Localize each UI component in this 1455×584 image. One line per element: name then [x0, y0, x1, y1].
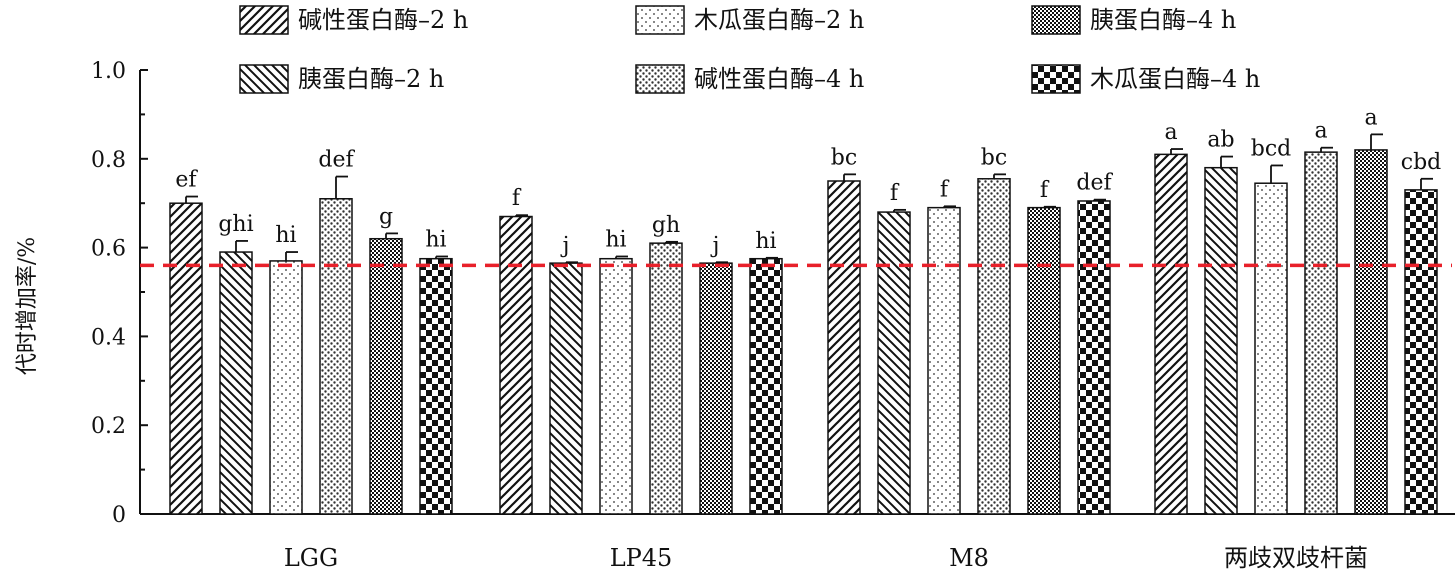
significance-label: f: [940, 177, 950, 202]
bar: [699, 262, 733, 515]
x-category-label: LGG: [284, 544, 338, 572]
bar: [1154, 153, 1188, 515]
bar: [1254, 182, 1288, 515]
bar: [269, 260, 303, 515]
bar: [749, 257, 783, 515]
bar: [1354, 149, 1388, 515]
x-category-label: M8: [949, 544, 989, 572]
bar: [827, 180, 861, 515]
legend-swatch: [1031, 64, 1081, 94]
significance-label: hi: [425, 227, 446, 252]
legend-label: 木瓜蛋白酶–2 h: [694, 6, 864, 34]
significance-label: def: [318, 148, 355, 173]
legend-label: 木瓜蛋白酶–4 h: [1090, 65, 1260, 93]
bar: [549, 262, 583, 515]
bar: [169, 202, 203, 515]
bar: [419, 257, 453, 515]
significance-label: f: [890, 181, 900, 206]
y-tick-label: 0.4: [91, 325, 126, 350]
bar: [877, 211, 911, 515]
y-tick-label: 0: [112, 503, 126, 528]
significance-label: a: [1364, 105, 1377, 130]
bar: [649, 242, 683, 515]
significance-label: cbd: [1401, 150, 1442, 175]
significance-label: hi: [755, 229, 776, 254]
bar: [1304, 151, 1338, 515]
bar: [369, 237, 403, 515]
significance-label: bc: [981, 145, 1007, 170]
axes-layer: 0 0.2 0.4 0.6 0.8 1.0 LGG LP45 M8 两歧双歧杆菌: [91, 59, 1455, 572]
bar: [977, 178, 1011, 515]
x-category-label: 两歧双歧杆菌: [1224, 544, 1368, 572]
significance-label: bcd: [1251, 136, 1292, 161]
significance-label: ab: [1207, 128, 1234, 153]
bar: [1027, 206, 1061, 515]
significance-label: a: [1314, 119, 1327, 144]
significance-label: g: [379, 204, 393, 229]
significance-label: bc: [831, 145, 857, 170]
significance-label: ef: [175, 168, 198, 193]
legend-label: 胰蛋白酶–2 h: [298, 65, 444, 93]
significance-label: hi: [605, 227, 626, 252]
y-tick-label: 1.0: [91, 59, 126, 84]
bar: [1404, 189, 1438, 515]
y-tick-label: 0.6: [91, 237, 126, 262]
legend-swatch: [239, 5, 289, 35]
significance-label: j: [560, 233, 570, 258]
legend-swatch: [635, 5, 685, 35]
y-axis-label: 代时增加率/%: [15, 237, 40, 375]
significance-label: ghi: [218, 212, 253, 237]
y-tick-label: 0.8: [91, 148, 126, 173]
bar: [319, 198, 353, 515]
legend-label: 胰蛋白酶–4 h: [1090, 6, 1236, 34]
legend-label: 碱性蛋白酶–4 h: [694, 65, 864, 93]
bar: [499, 215, 533, 515]
significance-label: hi: [275, 223, 296, 248]
y-tick-label: 0.2: [91, 414, 126, 439]
significance-label: gh: [652, 213, 680, 238]
significance-label: a: [1164, 120, 1177, 145]
significance-label: def: [1076, 171, 1113, 196]
bar: [1204, 166, 1238, 515]
significance-label: f: [1040, 178, 1050, 203]
bar: [927, 206, 961, 515]
x-category-label: LP45: [610, 544, 673, 572]
bar: [219, 251, 253, 515]
legend: 碱性蛋白酶–2 h 木瓜蛋白酶–2 h 胰蛋白酶–4 h 胰蛋白酶–2 h 碱性蛋白酶–…: [239, 5, 1260, 94]
legend-swatch: [239, 64, 289, 94]
significance-label: j: [710, 233, 720, 258]
legend-swatch: [1031, 5, 1081, 35]
legend-swatch: [635, 64, 685, 94]
bar: [599, 257, 633, 515]
significance-label: f: [512, 186, 522, 211]
bar: [1077, 200, 1111, 515]
legend-label: 碱性蛋白酶–2 h: [298, 6, 468, 34]
